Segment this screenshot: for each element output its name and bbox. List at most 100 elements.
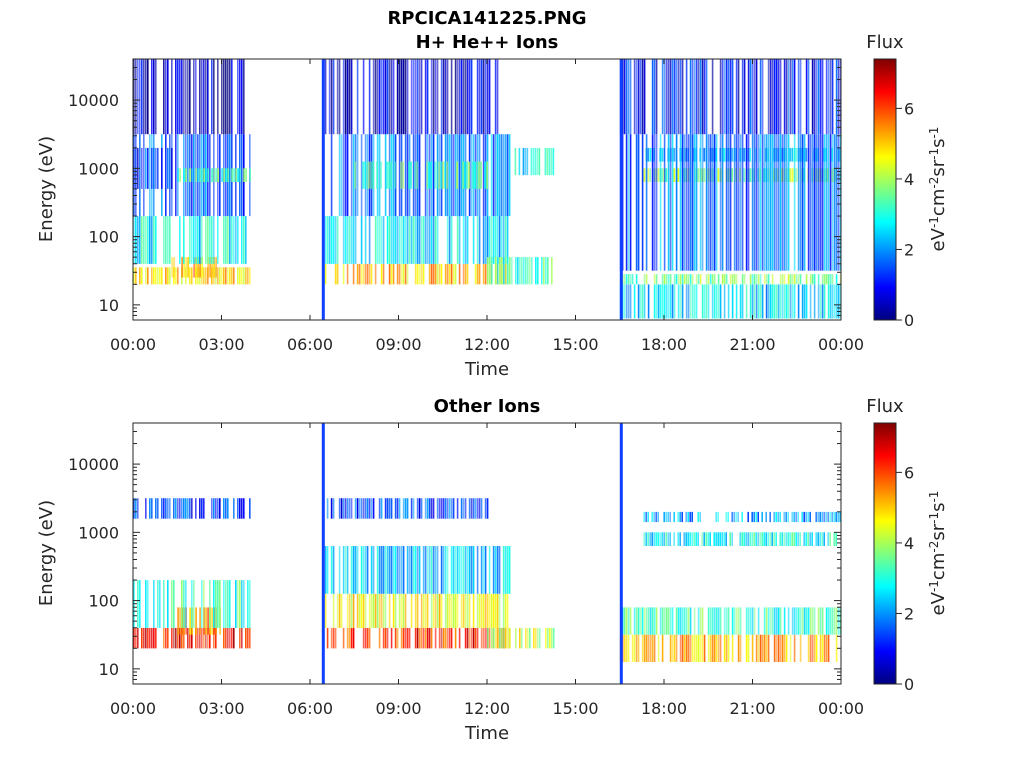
flux-cell [552,147,555,176]
flux-cell [410,546,413,594]
flux-cell [627,634,630,662]
flux-cell [466,216,469,264]
flux-cell [155,627,157,649]
flux-cell [723,274,726,285]
flux-cell [374,263,377,285]
flux-cell [155,216,157,264]
flux-cell [689,532,691,546]
flux-cell [791,274,794,285]
flux-cell [699,134,702,271]
flux-cell [241,498,243,519]
flux-cell [396,546,399,594]
flux-cell [504,593,507,628]
flux-cell [207,168,209,182]
flux-cell [151,216,153,264]
flux-cell [655,284,658,319]
flux-cell [488,627,491,649]
flux-cell [521,257,523,285]
flux-cell [829,274,832,285]
flux-cell [476,498,479,519]
flux-cell [179,168,181,182]
flux-cell [735,284,738,319]
flux-cell [181,627,183,649]
flux-cell [334,627,337,649]
flux-cell [376,546,379,594]
flux-cell [225,580,227,628]
flux-cell [143,627,145,649]
flux-cell [755,634,758,662]
flux-cell [470,59,473,135]
flux-cell [799,634,802,662]
flux-cell [460,134,463,217]
flux-cell [464,498,467,519]
flux-cell [448,593,451,628]
flux-cell [737,511,739,523]
flux-cell [422,627,425,649]
flux-cell [767,607,770,635]
flux-cell [637,284,640,319]
flux-cell [462,59,465,135]
flux-cell [643,168,645,182]
flux-cell [653,634,656,662]
flux-cell [693,532,695,546]
flux-cell [673,168,675,182]
flux-cell [169,147,171,189]
flux-cell [645,274,648,285]
flux-cell [171,627,173,649]
flux-cell [761,511,763,523]
flux-cell [442,546,445,594]
flux-cell [829,511,831,523]
flux-cell [669,511,671,523]
flux-cell [623,274,626,285]
flux-cell [171,257,173,278]
flux-cell [793,511,795,523]
flux-cell [821,607,824,635]
flux-cell [779,634,782,662]
x-tick-label: 06:00 [287,335,333,354]
flux-cell [406,134,409,217]
flux-cell [508,546,511,594]
flux-cell [189,498,191,519]
flux-cell [376,216,379,264]
flux-cell [498,593,501,628]
flux-cell [404,593,407,628]
flux-cell [641,59,644,135]
x-axis-label: Time [464,359,509,380]
flux-cell [231,216,233,264]
flux-cell [757,511,759,523]
flux-cell [241,216,243,264]
flux-cell [484,59,487,135]
y-axis-label: Energy (eV) [36,136,57,242]
flux-cell [147,627,149,649]
flux-cell [440,546,443,594]
flux-cell [386,59,389,135]
spectrogram-plot-area [133,423,842,684]
figure-title: RPCICA141225.PNG [387,8,586,29]
flux-cell [757,284,760,319]
flux-cell [362,593,365,628]
flux-cell [384,59,387,135]
flux-cell [757,634,760,662]
flux-cell [211,216,213,264]
flux-cell [195,216,197,264]
flux-cell [661,284,664,319]
flux-cell [531,257,533,285]
flux-cell [147,267,149,285]
flux-cell [795,511,797,523]
flux-cell [633,59,636,135]
flux-cell [499,627,501,649]
flux-cell [362,498,365,519]
flux-cell [458,263,461,285]
flux-cell [370,593,373,628]
flux-cell [440,59,443,135]
flux-cell [717,634,720,662]
flux-cell [757,274,760,285]
flux-cell [823,134,826,271]
flux-cell [739,634,742,662]
flux-cell [827,274,830,285]
flux-cell [197,168,199,182]
flux-cell [501,627,503,649]
flux-cell [436,546,439,594]
flux-cell [149,216,151,264]
flux-cell [324,546,327,594]
